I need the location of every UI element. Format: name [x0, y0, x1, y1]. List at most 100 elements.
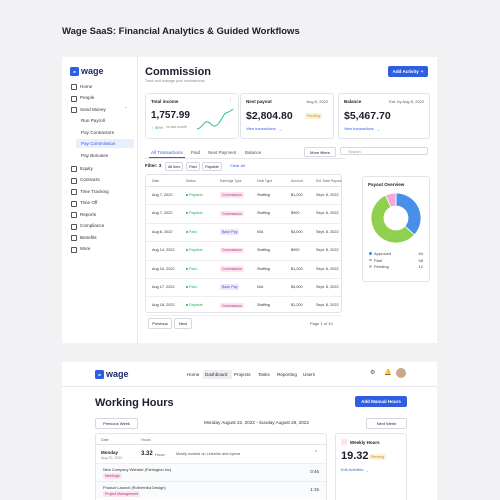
row-border	[146, 204, 341, 205]
column-header: Date	[152, 179, 160, 183]
filter-chip[interactable]: All time	[165, 162, 184, 171]
sidebar-icon	[71, 223, 77, 230]
nav-item[interactable]: Users	[303, 371, 315, 377]
nav-item[interactable]: Tasks	[258, 371, 270, 377]
sidebar	[62, 57, 138, 343]
legend-value: 98	[418, 257, 423, 263]
cell: $900	[291, 248, 300, 253]
sidebar-icon	[71, 246, 77, 253]
row-border	[146, 259, 341, 261]
sidebar-item[interactable]: Benefits	[80, 234, 97, 240]
sidebar-item[interactable]: Time Off	[80, 200, 98, 205]
collapse-icon: ⌃	[314, 450, 319, 456]
cell: $1,200	[291, 303, 303, 308]
sidebar-item[interactable]: Pay Bonuses	[81, 152, 109, 158]
sidebar-item[interactable]: Pay Contractors	[81, 129, 114, 135]
sidebar-item[interactable]: Contracts	[80, 177, 100, 182]
status: Payable	[189, 211, 203, 216]
entry-tag: Project Management	[103, 491, 141, 497]
donut-segment	[395, 192, 422, 236]
add-activity-button[interactable]: Add Activity +	[388, 66, 428, 77]
sidebar-icon	[71, 107, 77, 113]
sidebar-item[interactable]: Equity	[80, 165, 93, 171]
sidebar-icon	[71, 177, 77, 184]
legend-dot	[369, 265, 372, 268]
view-link[interactable]: View transactions	[344, 127, 374, 131]
bell-icon[interactable]: 🔔	[384, 370, 392, 376]
tab[interactable]: Next Payment	[208, 150, 237, 155]
next-week-button[interactable]: Next Week	[366, 418, 407, 429]
view-link[interactable]: View transactions	[246, 127, 276, 131]
sidebar-item[interactable]: Run Payroll	[81, 118, 105, 123]
sidebar-item[interactable]: Compliance	[80, 223, 105, 228]
tab-underline	[149, 157, 185, 158]
sidebar-item[interactable]: Send Money	[80, 106, 106, 112]
nav-item[interactable]: Reporting	[277, 371, 297, 377]
filter-chip[interactable]: Paid	[186, 162, 200, 171]
logo-text: wage	[106, 369, 129, 379]
sidebar-item[interactable]: Time Tracking	[80, 188, 109, 194]
cell: $4,000	[291, 229, 303, 234]
sidebar-icon	[71, 189, 77, 195]
card-label: Weekly Hours	[350, 440, 380, 445]
status-dot	[186, 230, 188, 233]
cell: Sept. 8, 2022	[316, 211, 339, 216]
search-input[interactable]: Search	[340, 147, 428, 155]
card-date: Est. by Aug 8, 2022	[389, 99, 424, 104]
status: Payable	[189, 193, 203, 197]
cell: $1,200	[291, 266, 303, 271]
sidebar-item[interactable]: Pay Commission	[81, 141, 116, 146]
day-name: Monday	[101, 450, 119, 455]
sidebar-item[interactable]: More	[80, 246, 91, 251]
status: Payable	[189, 303, 203, 308]
card-date: Aug 8, 2022	[306, 99, 328, 104]
column-header: Hours	[141, 438, 151, 442]
more-filters-button[interactable]: More filters	[304, 147, 336, 157]
sidebar-item[interactable]: Reports	[80, 211, 97, 217]
sidebar-caret: ⌃	[124, 106, 128, 111]
tab-border	[145, 157, 345, 159]
row-border	[146, 222, 341, 224]
column-header: Deal Type	[257, 179, 273, 183]
weekly-hours-card: Weekly Hours 19.32 Pending Edit Activities →	[335, 433, 407, 500]
legend-label: Pending	[374, 264, 389, 269]
nav-item[interactable]: Home	[187, 371, 200, 377]
status-dot	[186, 249, 188, 252]
cell: Staffing	[257, 303, 270, 308]
link-arrow: →	[365, 467, 369, 473]
card-label: Total income	[151, 99, 179, 104]
edit-link[interactable]: Edit Activities	[341, 468, 364, 472]
page-title: Wage SaaS: Financial Analytics & Guided …	[62, 26, 300, 37]
sidebar-item[interactable]: Home	[80, 83, 93, 89]
column-header: Date	[101, 438, 109, 442]
row-border	[146, 296, 341, 297]
filter-chip[interactable]: Payable	[202, 162, 222, 171]
link-arrow: →	[376, 126, 380, 132]
avatar[interactable]	[396, 368, 406, 378]
hours-unit: Hours	[155, 452, 165, 457]
sidebar-item[interactable]: People	[80, 95, 95, 100]
sidebar-icon	[71, 95, 77, 102]
earnings-badge: Commission	[220, 247, 244, 254]
donut-segment	[370, 194, 416, 244]
tab[interactable]: Paid	[191, 150, 201, 155]
nav-item[interactable]: Projects	[234, 371, 251, 377]
day-date: Aug 22, 2022	[101, 456, 123, 460]
date-range: Monday August 22, 2022 - Sunday August 2…	[204, 420, 309, 425]
card-title: Payout Overview	[368, 182, 405, 187]
clear-all[interactable]: Clear All	[230, 163, 245, 168]
add-manual-hours-button[interactable]: Add Manual Hours	[355, 396, 407, 407]
card-value: $5,467.70	[344, 110, 391, 122]
nav-item[interactable]: Dashboard	[205, 371, 228, 377]
logo-mark: w	[70, 67, 79, 76]
next-button[interactable]: Next	[174, 318, 192, 329]
card-value: 19.32	[341, 450, 369, 462]
settings-icon[interactable]: ⚙	[370, 370, 376, 376]
tab[interactable]: All Transactions	[151, 150, 183, 155]
previous-button[interactable]: Previous	[148, 318, 172, 329]
entry-project: New Company Website (Farrington Inc)	[103, 467, 172, 472]
tab[interactable]: Balance	[245, 150, 262, 155]
cell: Sept. 8, 2022	[316, 248, 339, 253]
cell: Aug 18, 2022	[152, 303, 175, 308]
previous-week-button[interactable]: Previous Week	[95, 418, 138, 429]
